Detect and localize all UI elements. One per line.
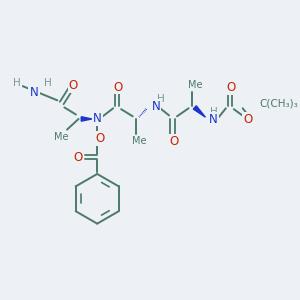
Polygon shape [193, 106, 206, 117]
Text: N: N [209, 113, 218, 126]
Text: N: N [29, 86, 38, 99]
Polygon shape [81, 117, 92, 121]
Text: Me: Me [54, 132, 68, 142]
Text: H: H [209, 107, 217, 117]
Text: H: H [14, 78, 21, 88]
Text: Me: Me [188, 80, 202, 90]
Text: N: N [152, 100, 160, 113]
Text: H: H [157, 94, 165, 103]
Text: H: H [42, 79, 50, 89]
Text: O: O [73, 151, 82, 164]
Text: O: O [243, 113, 253, 126]
Text: O: O [69, 79, 78, 92]
Text: O: O [95, 132, 104, 145]
Text: C(CH₃)₃: C(CH₃)₃ [260, 99, 298, 109]
Text: H: H [14, 79, 21, 89]
Text: O: O [226, 81, 236, 94]
Text: N: N [30, 86, 39, 99]
Text: N: N [93, 112, 102, 125]
Text: Me: Me [132, 136, 146, 146]
Text: O: O [113, 80, 122, 94]
Text: O: O [169, 135, 178, 148]
Text: H: H [44, 79, 51, 88]
